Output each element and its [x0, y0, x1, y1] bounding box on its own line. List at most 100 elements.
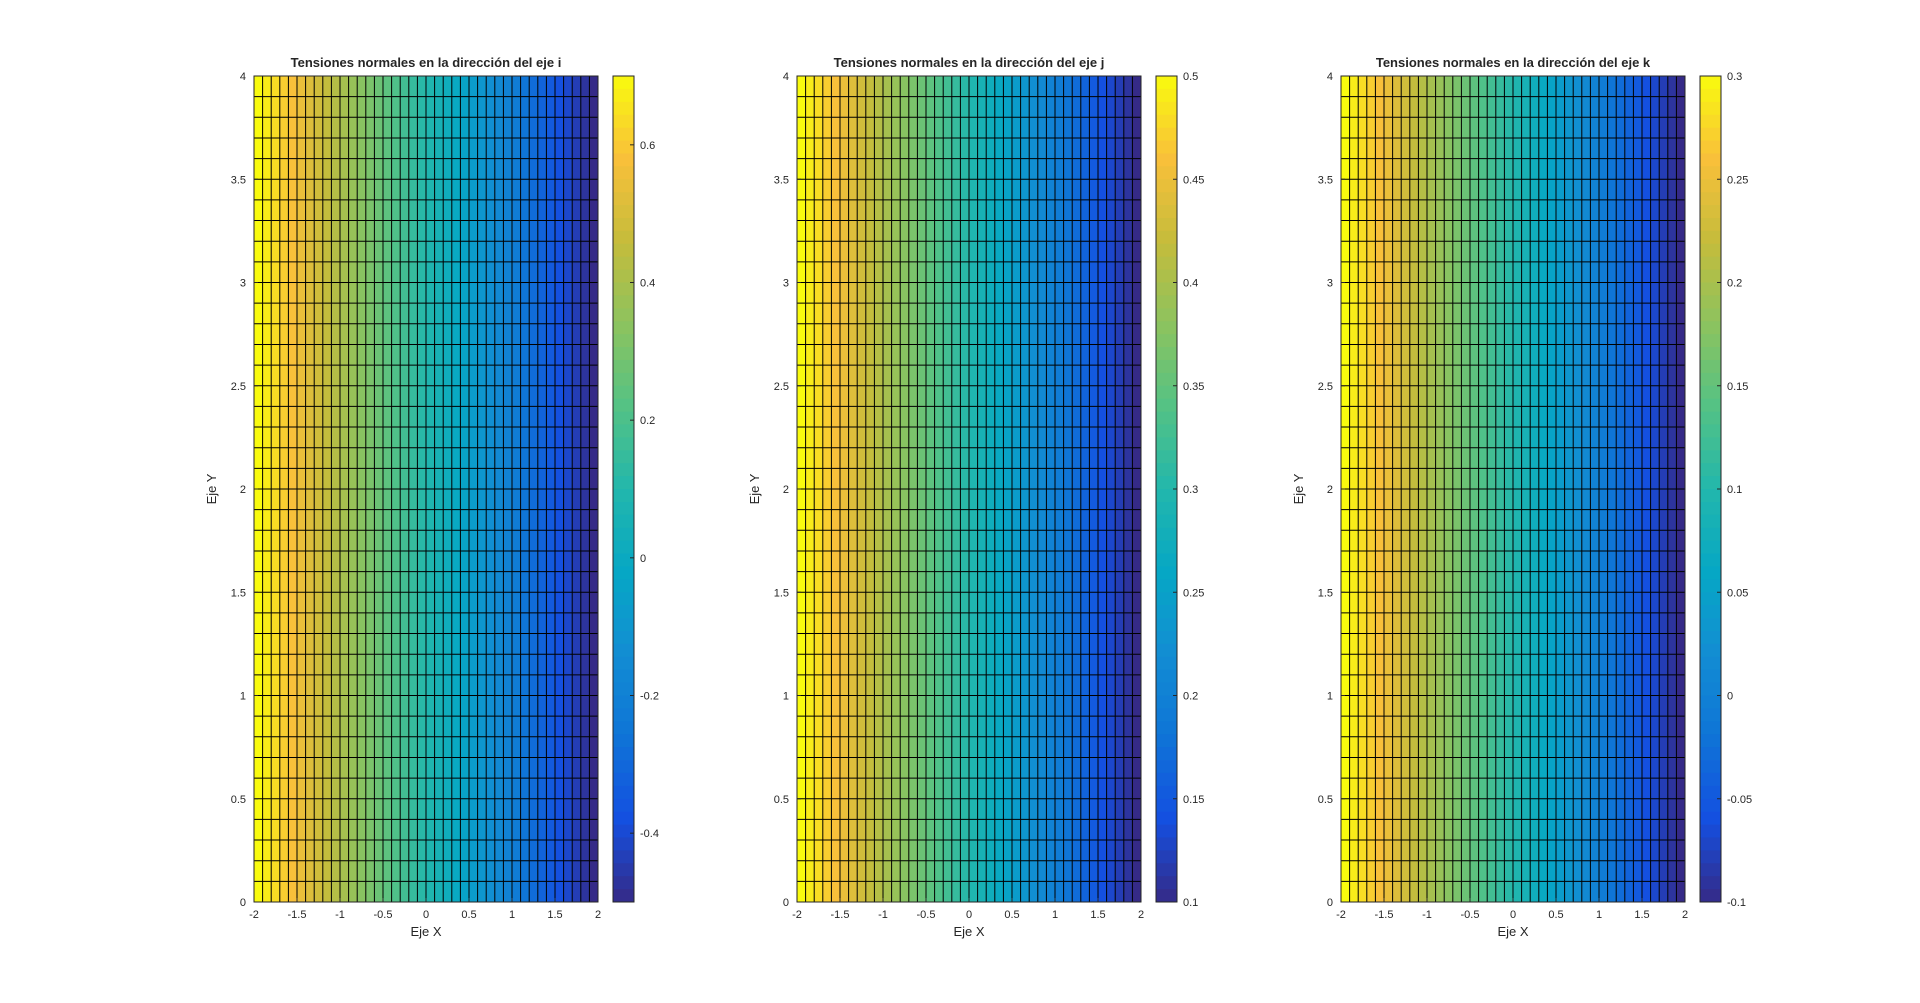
colorbar-segment	[613, 618, 634, 632]
y-tick-label: 1.5	[1318, 587, 1333, 599]
colorbar-segment	[613, 772, 634, 787]
y-tick-label: 3	[783, 278, 789, 290]
colorbar-segment	[1156, 385, 1177, 400]
x-axis-ticks: -2 -1.5 -1 -0.5 0 0.5 1 1.5 2	[792, 898, 1144, 921]
colorbar-segment	[1156, 114, 1177, 129]
x-axis-label: Eje X	[1497, 924, 1528, 939]
colorbar-segment	[1700, 489, 1721, 503]
colorbar-segment	[1156, 540, 1177, 554]
colorbar-segment	[1156, 747, 1177, 761]
y-tick-label: 0.5	[774, 794, 789, 806]
colorbar-segment	[1700, 734, 1721, 748]
subplot-2: -2 -1.5 -1 -0.5 0 0.5 1 1.5 2 0 0.5 1 1.5 2 2.5 3 3.5 4 Te…	[747, 55, 1204, 939]
colorbar-segment	[1700, 463, 1721, 477]
colorbar-segment	[613, 101, 634, 116]
colorbar-segment	[613, 605, 634, 619]
colorbar-segment	[1156, 772, 1177, 787]
colorbar-segment	[613, 863, 634, 877]
y-tick-label: 3.5	[774, 174, 789, 186]
colorbar-segment	[1700, 437, 1721, 451]
colorbar-segment	[1700, 721, 1721, 735]
x-tick-label: 0	[423, 909, 429, 921]
colorbar-segment	[1156, 372, 1177, 387]
colorbar-segment	[613, 579, 634, 593]
colorbar-segment	[1700, 785, 1721, 800]
colorbar-tick-label: 0	[1727, 691, 1733, 703]
colorbar-segment	[1700, 321, 1721, 335]
colorbar-segment	[1156, 179, 1177, 193]
colorbar-segment	[1700, 695, 1721, 709]
colorbar-segment	[613, 372, 634, 387]
colorbar-segment	[1700, 114, 1721, 129]
colorbar-segment	[613, 785, 634, 800]
colorbar-tick-label: 0.15	[1727, 381, 1748, 393]
colorbar-segment	[1700, 359, 1721, 374]
colorbar-segment	[1700, 347, 1721, 361]
colorbar-segment	[1156, 76, 1177, 90]
colorbar-segment	[613, 566, 634, 580]
x-tick-label: -1	[878, 909, 888, 921]
x-tick-label: 0	[1510, 909, 1516, 921]
x-axis-label: Eje X	[953, 924, 984, 939]
colorbar-segment	[1156, 295, 1177, 309]
x-tick-label: -1	[1422, 909, 1432, 921]
colorbar-segment	[613, 463, 634, 477]
y-tick-label: 3	[240, 278, 246, 290]
colorbar-segment	[1700, 450, 1721, 464]
mesh-grid	[1340, 75, 1686, 903]
colorbar-segment	[1156, 876, 1177, 890]
colorbar-segment	[613, 489, 634, 503]
x-tick-label: -0.5	[1461, 909, 1480, 921]
colorbar-tick-label: 0.5	[1183, 71, 1198, 83]
colorbar-tick-label: 0.2	[1183, 691, 1198, 703]
y-axis-label: Eje Y	[204, 473, 219, 504]
colorbar-tick-label: 0.3	[1183, 484, 1198, 496]
subplot-3: -2 -1.5 -1 -0.5 0 0.5 1 1.5 2 0 0.5 1 1.5 2 2.5 3 3.5 4 Te…	[1291, 55, 1752, 939]
colorbar-segment	[1156, 889, 1177, 903]
colorbar-segment	[1700, 282, 1721, 296]
y-tick-label: 0	[783, 897, 789, 909]
colorbar-segment	[1156, 347, 1177, 361]
y-tick-label: 0.5	[231, 794, 246, 806]
colorbar-segment	[1700, 243, 1721, 258]
colorbar-segment	[613, 643, 634, 658]
colorbar-segment	[613, 308, 634, 322]
colorbar-segment	[1156, 643, 1177, 658]
x-tick-label: 1.5	[547, 909, 562, 921]
x-tick-label: 0.5	[1004, 909, 1019, 921]
colorbar-segment	[1700, 682, 1721, 696]
colorbar-tick-label: 0	[640, 553, 646, 565]
colorbar-segment	[1156, 527, 1177, 542]
y-tick-label: 1.5	[231, 587, 246, 599]
colorbar-tick-label: 0.05	[1727, 587, 1748, 599]
colorbar-tick-label: 0.25	[1183, 587, 1204, 599]
x-axis-ticks: -2 -1.5 -1 -0.5 0 0.5 1 1.5 2	[1336, 898, 1688, 921]
x-tick-label: 1	[1596, 909, 1602, 921]
colorbar-segment	[613, 243, 634, 258]
colorbar-segment	[613, 295, 634, 309]
colorbar-tick-label: 0.4	[640, 278, 655, 290]
chart-title: Tensiones normales en la dirección del e…	[291, 55, 562, 70]
colorbar-segment	[1700, 372, 1721, 387]
colorbar-segment	[1700, 579, 1721, 593]
colorbar-segment	[1700, 269, 1721, 283]
colorbar-segment	[1700, 295, 1721, 309]
colorbar-segment	[613, 721, 634, 735]
colorbar-segment	[613, 669, 634, 683]
colorbar-tick-label: 0.3	[1727, 71, 1742, 83]
y-tick-label: 2.5	[774, 381, 789, 393]
colorbar: 0.1 0.15 0.2 0.25 0.3 0.35 0.4 0.45 0.5	[1155, 71, 1204, 909]
colorbar-segment	[613, 876, 634, 890]
colorbar-segment	[613, 192, 634, 206]
colorbar-segment	[1156, 514, 1177, 529]
x-tick-label: 0.5	[1548, 909, 1563, 921]
colorbar-segment	[1700, 566, 1721, 580]
colorbar-segment	[1156, 863, 1177, 877]
x-tick-label: 1	[1052, 909, 1058, 921]
colorbar-segment	[1700, 101, 1721, 116]
colorbar-tick-label: 0.1	[1183, 897, 1198, 909]
colorbar-segment	[1700, 514, 1721, 529]
mesh-grid	[796, 75, 1142, 903]
colorbar-segment	[1700, 127, 1721, 141]
colorbar-tick-label: 0.6	[640, 140, 655, 152]
